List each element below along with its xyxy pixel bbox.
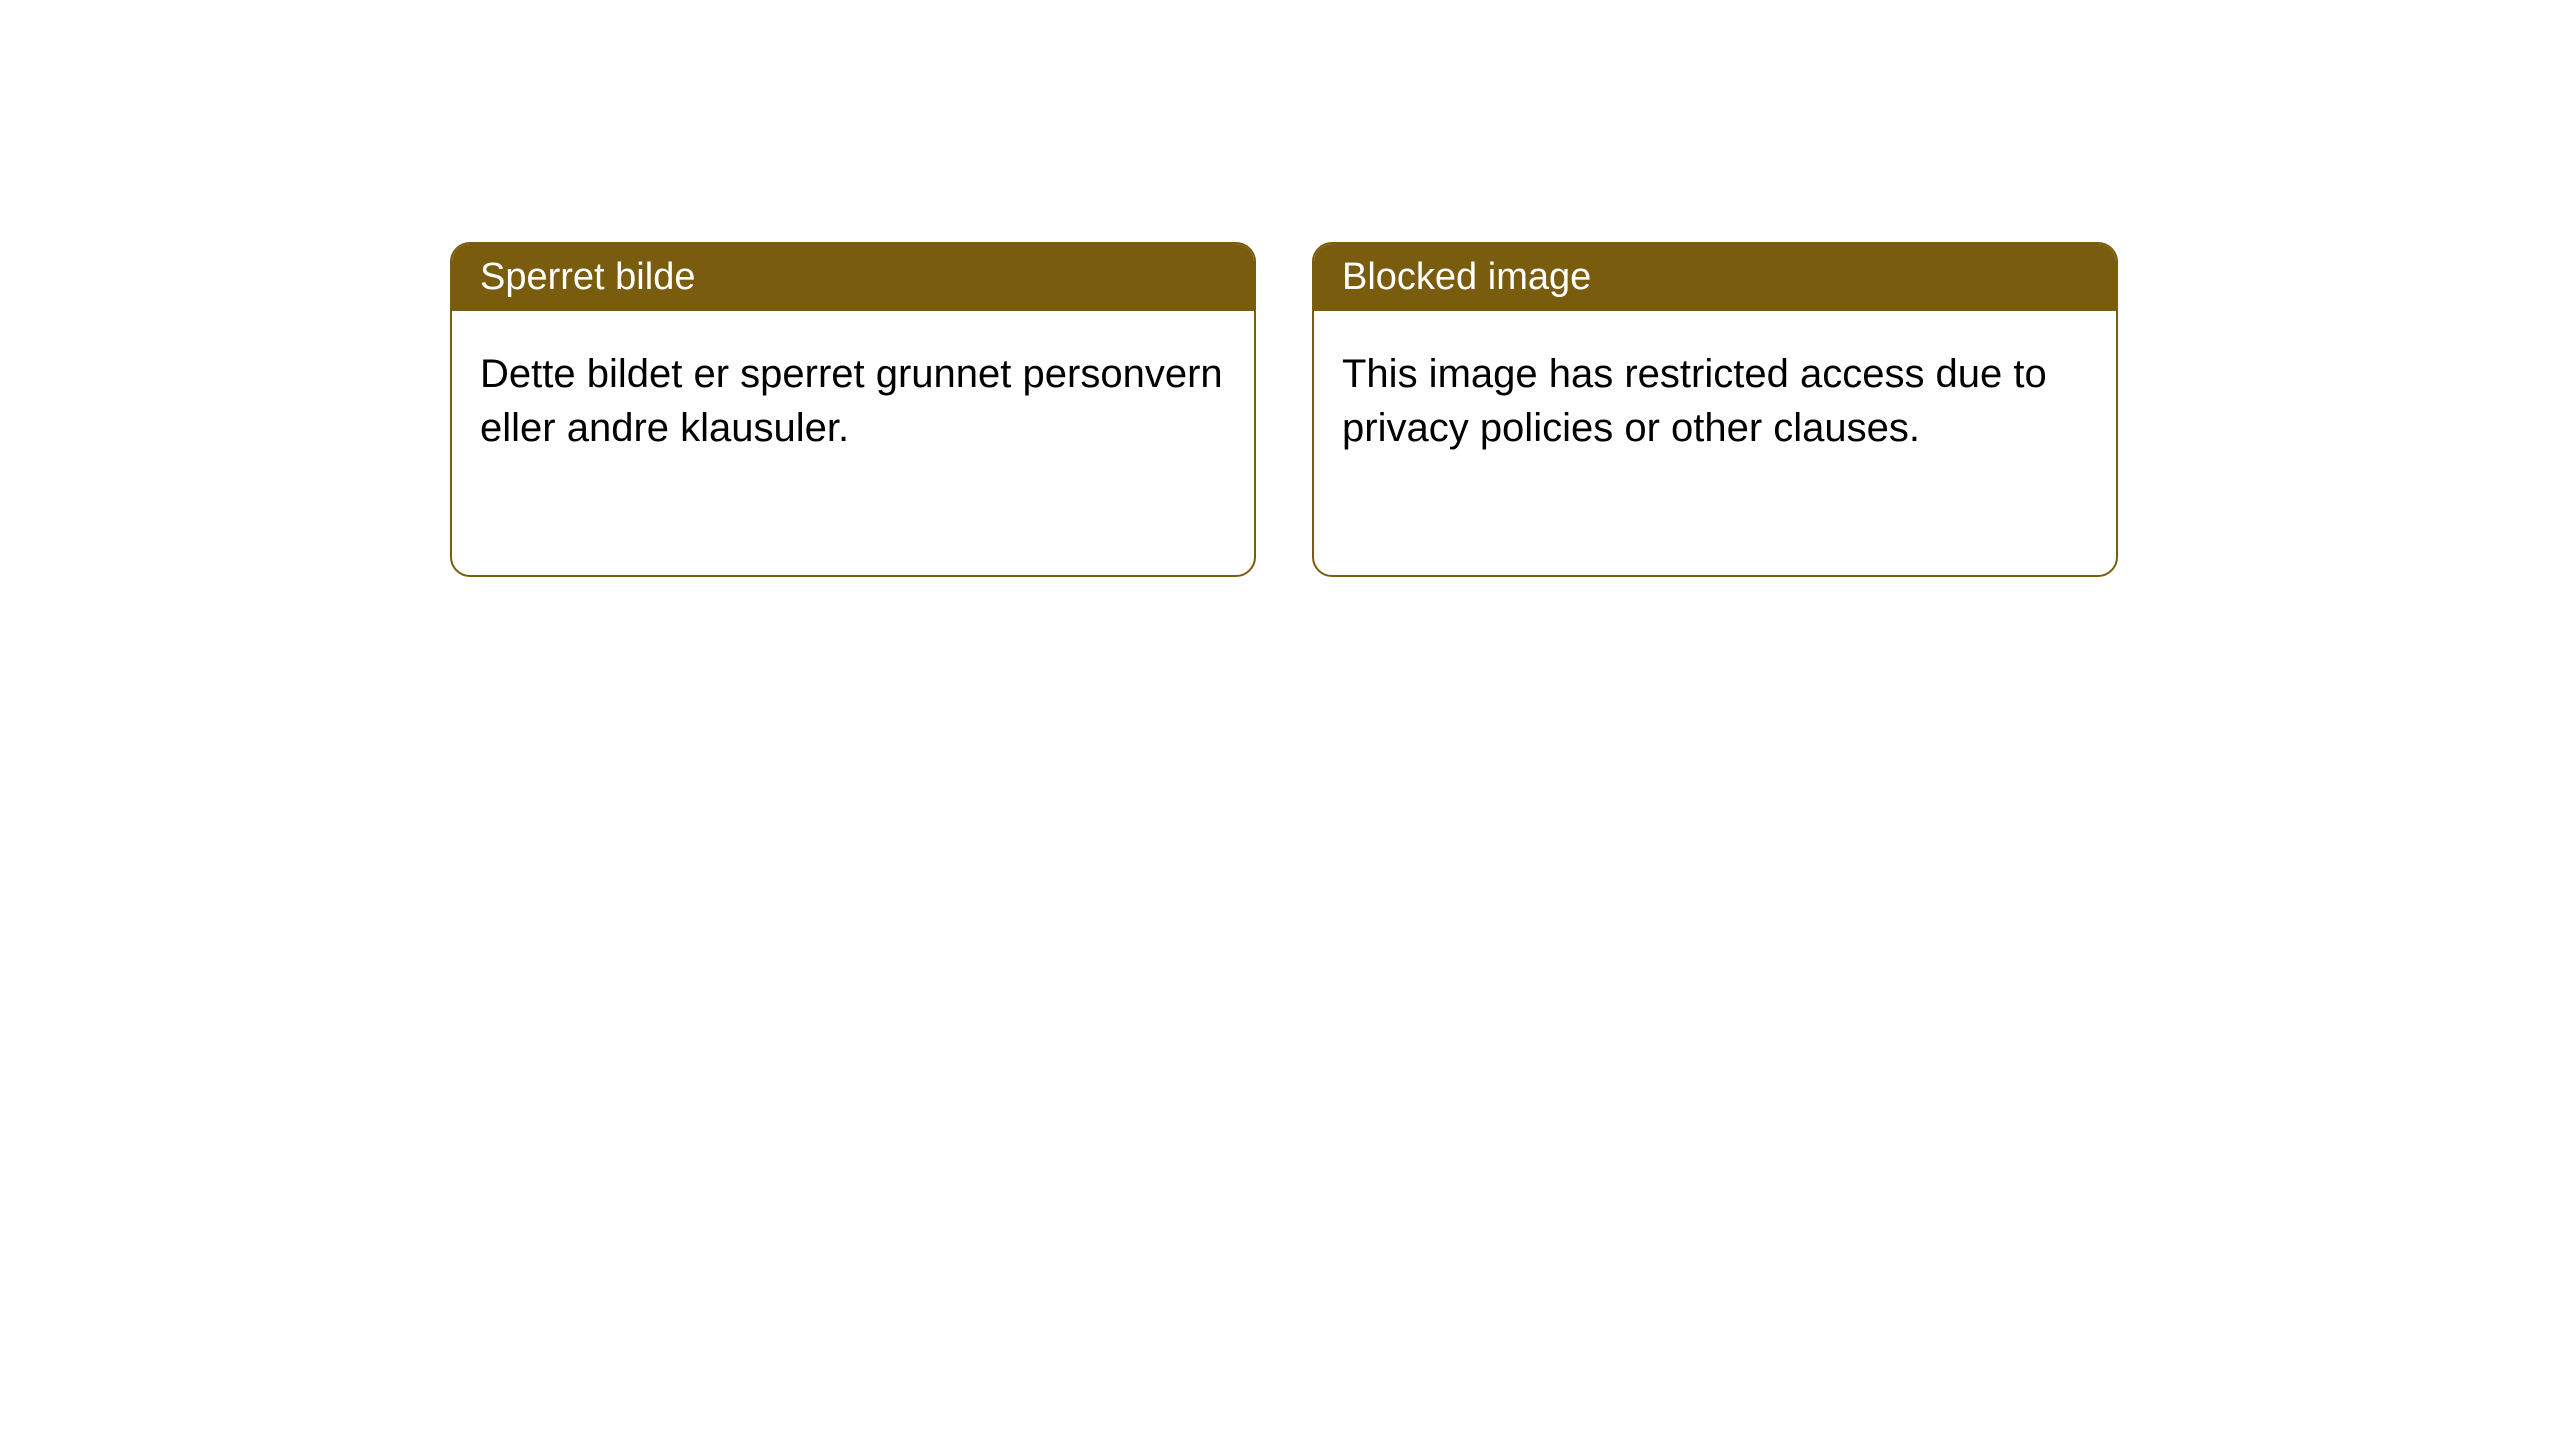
notice-body-english: This image has restricted access due to … [1314, 311, 2116, 491]
notice-card-norwegian: Sperret bilde Dette bildet er sperret gr… [450, 242, 1256, 577]
notice-header-norwegian: Sperret bilde [452, 244, 1254, 311]
notice-message: This image has restricted access due to … [1342, 352, 2047, 450]
notice-header-english: Blocked image [1314, 244, 2116, 311]
notice-body-norwegian: Dette bildet er sperret grunnet personve… [452, 311, 1254, 491]
notice-card-english: Blocked image This image has restricted … [1312, 242, 2118, 577]
notice-container: Sperret bilde Dette bildet er sperret gr… [450, 242, 2118, 577]
notice-message: Dette bildet er sperret grunnet personve… [480, 352, 1223, 450]
notice-title: Sperret bilde [480, 256, 695, 298]
notice-title: Blocked image [1342, 256, 1591, 298]
